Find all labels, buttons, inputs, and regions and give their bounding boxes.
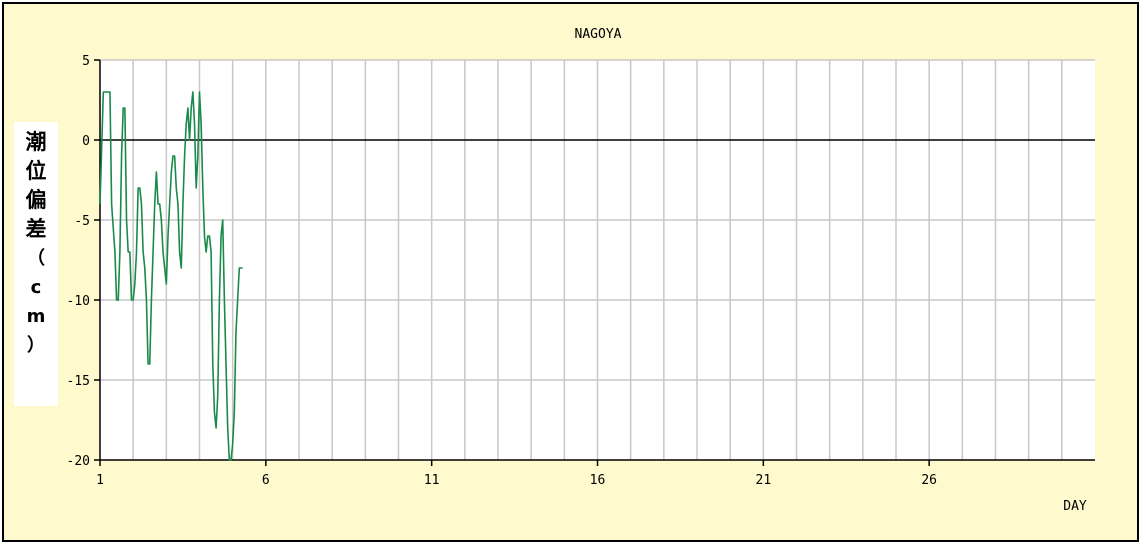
y-axis-label-char: 差 — [25, 217, 47, 241]
y-tick-label: -10 — [67, 294, 90, 309]
y-tick-label: -5 — [74, 214, 90, 229]
y-axis-label-char: ） — [27, 335, 45, 356]
y-axis-label-char: （ — [27, 248, 45, 269]
x-tick-label: 26 — [921, 473, 937, 488]
tick-labels: 50-5-10-15-201 6 11 16 21 26 — [67, 54, 937, 488]
y-axis-label: 潮位偏差 （ c m ） — [14, 122, 58, 406]
grid — [100, 59, 1095, 460]
y-tick-label: -20 — [67, 454, 90, 469]
y-tick-label: 0 — [82, 134, 90, 149]
y-axis-label-char: 潮 — [25, 130, 47, 154]
y-axis-label-char: m — [26, 306, 46, 327]
x-tick-label: 16 — [590, 473, 606, 488]
y-axis-label-char: 偏 — [25, 188, 47, 212]
x-tick-label: 11 — [424, 473, 440, 488]
series-layer — [99, 91, 243, 461]
y-tick-label: 5 — [82, 54, 90, 69]
y-axis-label-char: c — [30, 277, 42, 298]
chart-title: NAGOYA — [575, 27, 622, 42]
x-tick-label: 6 — [262, 473, 270, 488]
y-axis-label-char: 位 — [25, 159, 47, 183]
y-tick-label: -15 — [67, 374, 90, 389]
x-tick-label: 21 — [756, 473, 772, 488]
x-axis-label: DAY — [1063, 499, 1087, 514]
series-line — [99, 91, 243, 461]
x-tick-label: 1 — [96, 473, 104, 488]
